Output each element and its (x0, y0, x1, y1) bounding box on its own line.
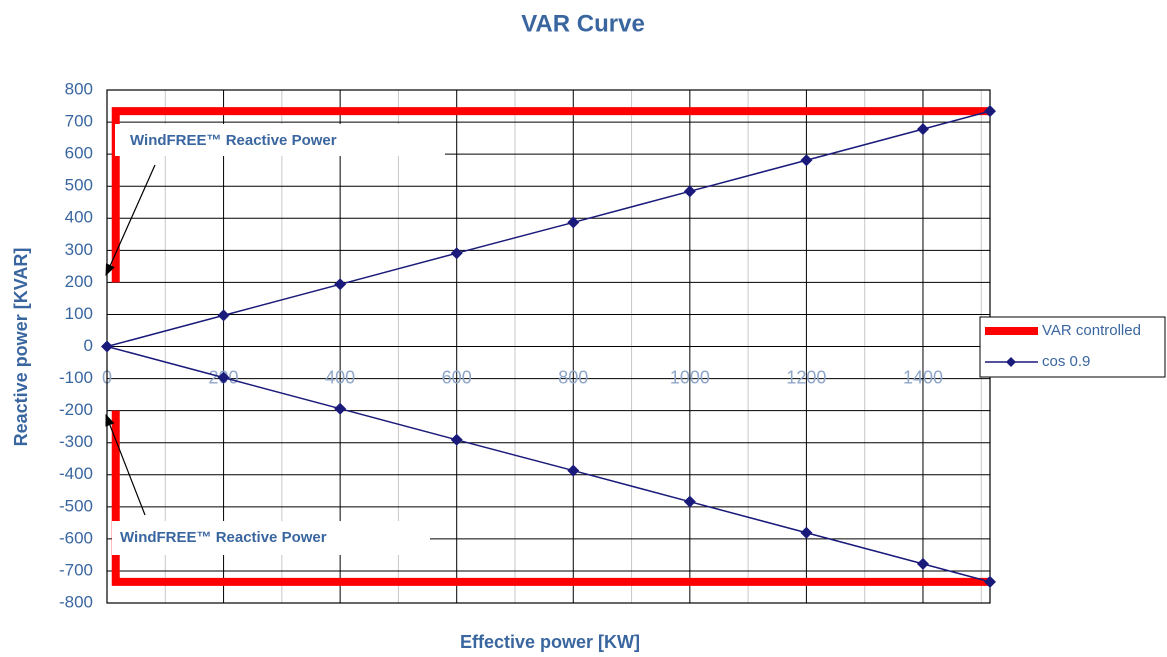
y-tick-label: -100 (59, 368, 93, 387)
x-axis-label: Effective power [KW] (460, 632, 640, 652)
y-tick-label: 200 (65, 272, 93, 291)
legend-label: VAR controlled (1042, 322, 1141, 339)
y-tick-label: 400 (65, 208, 93, 227)
y-axis-label: Reactive power [KVAR] (11, 248, 31, 447)
y-tick-label: 100 (65, 304, 93, 323)
marker (683, 185, 696, 198)
annotation-box (115, 124, 445, 156)
annotation-box (112, 521, 430, 555)
marker (567, 216, 580, 229)
marker (800, 526, 813, 539)
x-tick-label: 800 (558, 367, 588, 387)
y-tick-label: -800 (59, 592, 93, 611)
y-tick-label: -600 (59, 528, 93, 547)
x-tick-label: 600 (442, 367, 472, 387)
annotation: WindFREE™ Reactive Power (130, 132, 337, 149)
y-tick-label: 800 (65, 79, 93, 98)
chart-title: VAR Curve (521, 10, 645, 37)
marker (217, 309, 230, 322)
y-tick-label: -300 (59, 432, 93, 451)
marker (916, 557, 929, 570)
legend: VAR controlled cos 0.9 (979, 316, 1166, 378)
y-tick-label: 300 (65, 240, 93, 259)
y-tick-label: 500 (65, 176, 93, 195)
y-tick-label: 0 (84, 336, 93, 355)
marker (334, 402, 347, 415)
marker (683, 495, 696, 508)
marker (984, 105, 996, 118)
y-tick-label: 700 (65, 112, 93, 131)
y-tick-label: -500 (59, 496, 93, 515)
marker (450, 247, 463, 260)
marker (101, 340, 113, 353)
y-tick-label: -700 (59, 560, 93, 579)
annotation-arrow (105, 164, 156, 277)
marker (334, 278, 347, 291)
legend-marker (1006, 357, 1016, 367)
plot (101, 105, 996, 588)
y-tick-label: 600 (65, 144, 93, 163)
y-tick-label: -400 (59, 464, 93, 483)
x-tick-label: 1400 (903, 367, 943, 387)
marker (916, 123, 929, 136)
marker (217, 371, 230, 384)
y-tick-label: -200 (59, 400, 93, 419)
legend-label: cos 0.9 (1042, 353, 1090, 370)
x-tick-label: 400 (325, 367, 355, 387)
annotation-arrow (105, 413, 146, 516)
x-tick-label: 1200 (786, 367, 826, 387)
annotation: WindFREE™ Reactive Power (120, 529, 327, 546)
marker (800, 154, 813, 167)
x-tick-label: 1000 (670, 367, 710, 387)
series-line (111, 410, 990, 586)
marker (567, 464, 580, 477)
marker (450, 433, 463, 446)
series-line (111, 107, 990, 283)
marker (984, 575, 996, 588)
